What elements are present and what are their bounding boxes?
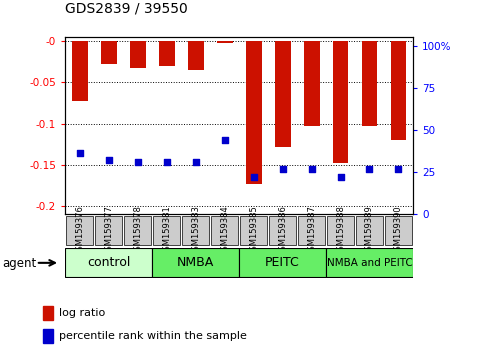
Bar [333, 41, 349, 163]
Text: GSM159388: GSM159388 [336, 205, 345, 256]
Text: GSM159383: GSM159383 [191, 205, 200, 256]
Bar [385, 216, 412, 245]
Text: GSM159385: GSM159385 [249, 205, 258, 256]
Text: GSM159384: GSM159384 [220, 205, 229, 256]
Text: PEITC: PEITC [265, 256, 300, 269]
Point [279, 166, 286, 171]
Text: GSM159386: GSM159386 [278, 205, 287, 256]
Bar [43, 330, 53, 343]
Bar [298, 216, 325, 245]
Text: GSM159378: GSM159378 [133, 205, 142, 256]
Bar [211, 216, 238, 245]
Bar [43, 307, 53, 320]
Bar [101, 41, 117, 64]
Text: GDS2839 / 39550: GDS2839 / 39550 [65, 2, 188, 16]
Bar [124, 216, 151, 245]
Point [105, 158, 113, 163]
Bar [275, 41, 291, 147]
Point [134, 159, 142, 165]
Bar [326, 249, 413, 277]
Point [192, 159, 199, 165]
Text: log ratio: log ratio [59, 308, 105, 318]
Bar [269, 216, 296, 245]
Text: NMBA: NMBA [177, 256, 214, 269]
Point [366, 166, 373, 171]
Bar [158, 41, 175, 66]
Bar [391, 41, 407, 140]
Bar [240, 216, 267, 245]
Bar [182, 216, 209, 245]
Text: GSM159377: GSM159377 [104, 205, 113, 256]
Point [337, 174, 344, 180]
Bar [152, 249, 239, 277]
Text: control: control [87, 256, 130, 269]
Bar [65, 249, 152, 277]
Point [221, 137, 228, 143]
Bar [71, 41, 88, 101]
Bar [216, 41, 233, 43]
Text: GSM159389: GSM159389 [365, 205, 374, 256]
Text: GSM159376: GSM159376 [75, 205, 84, 256]
Point [395, 166, 402, 171]
Point [76, 151, 84, 156]
Text: percentile rank within the sample: percentile rank within the sample [59, 331, 247, 341]
Point [250, 174, 257, 180]
Bar [239, 249, 326, 277]
Text: NMBA and PEITC: NMBA and PEITC [327, 258, 412, 268]
Bar [66, 216, 93, 245]
Text: GSM159387: GSM159387 [307, 205, 316, 256]
Bar [304, 41, 320, 126]
Bar [327, 216, 354, 245]
Bar [246, 41, 262, 184]
Point [308, 166, 315, 171]
Bar [356, 216, 383, 245]
Text: GSM159390: GSM159390 [394, 205, 403, 256]
Bar [95, 216, 122, 245]
Text: GSM159381: GSM159381 [162, 205, 171, 256]
Bar [129, 41, 146, 68]
Bar [153, 216, 180, 245]
Text: agent: agent [2, 257, 37, 270]
Point [163, 159, 170, 165]
Bar [188, 41, 204, 70]
Bar [361, 41, 378, 126]
